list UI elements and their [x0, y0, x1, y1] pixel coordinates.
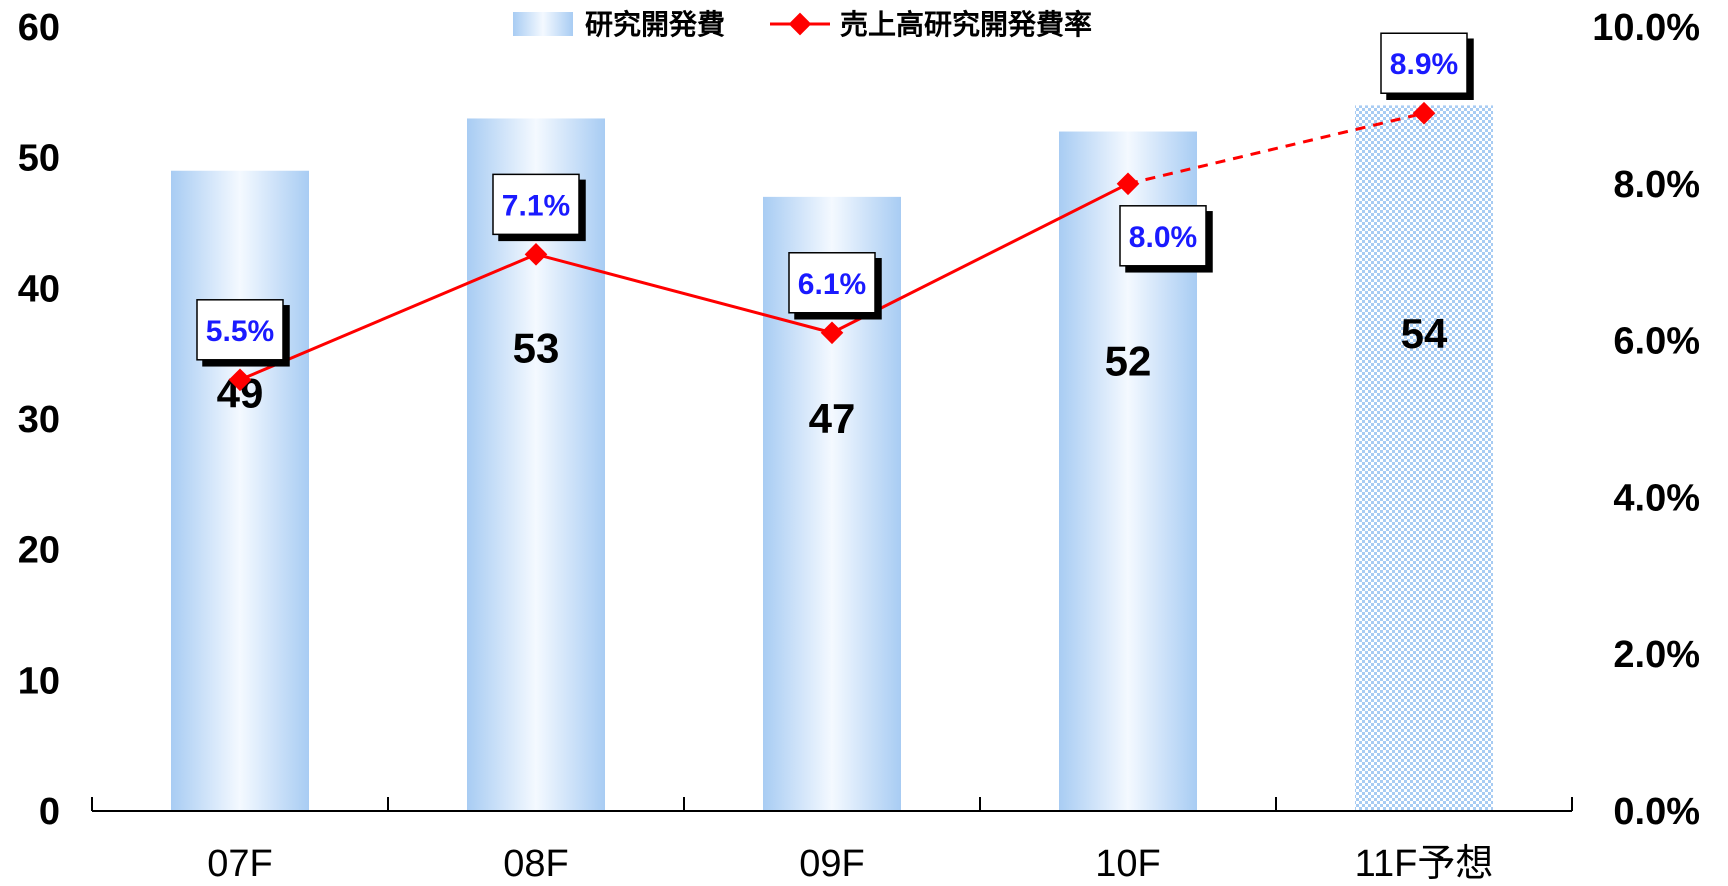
- category-labels: 07F 08F 09F 10F 11F予想: [207, 843, 1493, 885]
- rate-line: [228, 101, 1436, 392]
- category-label: 09F: [799, 843, 864, 885]
- legend-bar-label: 研究開発費: [585, 8, 725, 41]
- rate-label-text: 5.5%: [206, 315, 274, 348]
- bar-value-label: 54: [1401, 310, 1448, 357]
- rate-line-forecast-segment: [1127, 111, 1425, 186]
- rate-label-box: [788, 252, 876, 314]
- rate-label: 5.5%: [196, 299, 284, 361]
- rate-label-box: [1119, 205, 1207, 267]
- right-tick-label: 2.0%: [1613, 634, 1700, 676]
- rate-labels: 5.5% 7.1% 6.1% 8.0% 8.9%: [196, 32, 1468, 361]
- right-tick-label: 0.0%: [1613, 791, 1700, 833]
- rate-label: 8.9%: [1380, 32, 1468, 94]
- left-tick-label: 20: [18, 530, 60, 572]
- legend-line-marker: [788, 12, 812, 36]
- left-axis: 0 10 20 30 40 50 60: [18, 7, 60, 833]
- right-tick-label: 8.0%: [1613, 164, 1700, 206]
- rate-label-text: 8.0%: [1129, 221, 1197, 254]
- rate-label-box: [492, 173, 580, 236]
- rate-label: 7.1%: [492, 173, 580, 236]
- category-label: 11F予想: [1355, 843, 1494, 885]
- left-tick-label: 30: [18, 399, 60, 441]
- left-tick-label: 50: [18, 138, 60, 180]
- rate-label-text: 8.9%: [1390, 48, 1458, 81]
- rate-label-text: 7.1%: [502, 189, 570, 222]
- bar: [1355, 105, 1493, 811]
- rate-line-segment: [535, 252, 833, 335]
- rate-marker: [1412, 101, 1436, 125]
- bar: [171, 170, 309, 811]
- x-axis: [91, 797, 1573, 812]
- left-tick-label: 10: [18, 660, 60, 702]
- bar-value-label: 53: [513, 325, 560, 372]
- rate-label-box: [196, 299, 284, 361]
- legend-bar-swatch: [513, 12, 573, 36]
- left-tick-label: 40: [18, 268, 60, 310]
- left-tick-label: 0: [39, 791, 60, 833]
- rate-label-box: [1380, 32, 1468, 94]
- right-tick-label: 4.0%: [1613, 477, 1700, 519]
- rate-marker: [820, 321, 844, 345]
- rate-line-segment: [239, 252, 537, 382]
- rate-line-segment: [831, 182, 1129, 335]
- legend-line-label: 売上高研究開発費率: [840, 8, 1092, 41]
- right-axis: 0.0% 2.0% 4.0% 6.0% 8.0% 10.0%: [1592, 7, 1700, 833]
- right-tick-label: 6.0%: [1613, 321, 1700, 363]
- category-label: 07F: [207, 843, 272, 885]
- rate-label-text: 6.1%: [798, 268, 866, 301]
- category-label: 10F: [1095, 843, 1160, 885]
- bar-value-label: 52: [1105, 337, 1152, 384]
- rate-label: 6.1%: [788, 252, 876, 314]
- right-tick-label: 10.0%: [1592, 7, 1700, 49]
- category-label: 08F: [503, 843, 568, 885]
- legend: 研究開発費 売上高研究開発費率: [513, 8, 1092, 41]
- bar-value-label: 47: [809, 395, 856, 442]
- rate-label: 8.0%: [1119, 205, 1207, 267]
- left-tick-label: 60: [18, 7, 60, 49]
